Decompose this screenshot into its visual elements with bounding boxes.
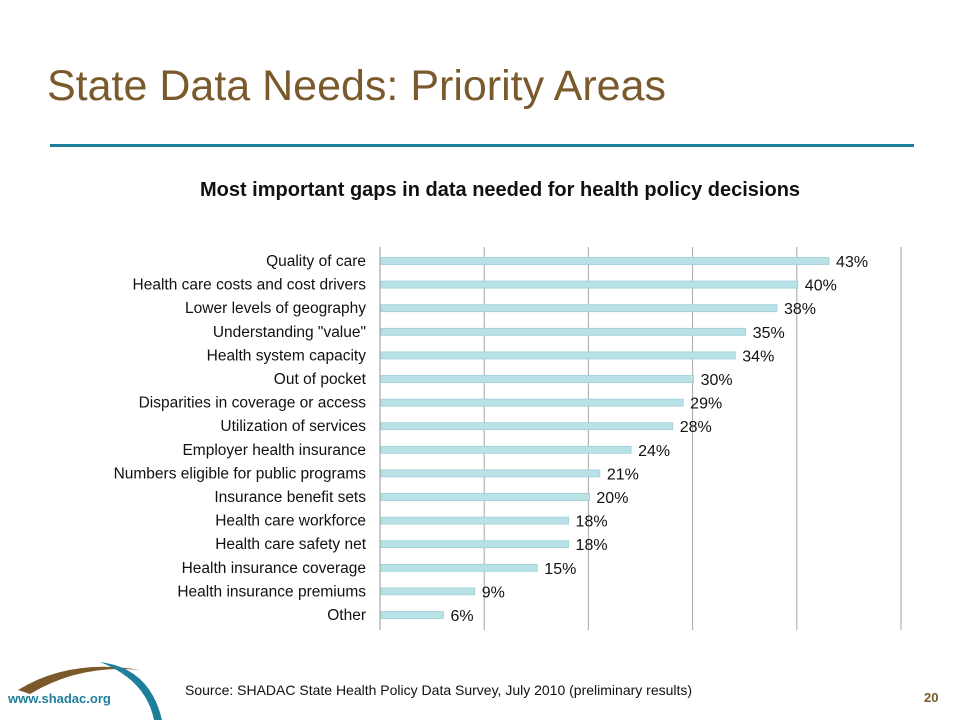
value-label: 18% [576, 537, 608, 554]
chart-title: Most important gaps in data needed for h… [199, 179, 801, 201]
bar [380, 304, 778, 313]
category-label: Health system capacity [207, 347, 367, 364]
category-label: Numbers eligible for public programs [114, 465, 367, 482]
bar [380, 587, 476, 596]
value-label: 21% [607, 466, 639, 483]
bar [380, 611, 444, 619]
chart-category-labels: Quality of care Health care costs and cos… [114, 253, 367, 624]
category-label: Health care workforce [215, 513, 366, 530]
value-label: 29% [690, 396, 722, 413]
bar [380, 445, 632, 454]
value-label: 9% [482, 584, 505, 601]
title-divider [50, 144, 914, 147]
value-label: 40% [805, 278, 837, 295]
value-label: 6% [451, 608, 474, 625]
bar [380, 469, 601, 478]
category-label: Understanding "value" [213, 324, 366, 341]
category-label: Disparities in coverage or access [139, 395, 367, 412]
site-url-link[interactable]: www.shadac.org [8, 691, 111, 706]
value-label: 35% [753, 325, 785, 342]
bar [380, 280, 799, 289]
bar [380, 493, 590, 501]
bar [380, 422, 674, 431]
category-label: Employer health insurance [182, 442, 366, 459]
value-label: 34% [742, 348, 774, 365]
chart-bars [380, 257, 830, 619]
bar [380, 398, 684, 407]
category-label: Out of pocket [274, 371, 367, 388]
value-label: 38% [784, 301, 816, 318]
category-label: Insurance benefit sets [214, 489, 366, 506]
bar [380, 327, 747, 336]
value-label: 15% [544, 561, 576, 578]
value-label: 28% [680, 419, 712, 436]
chart-value-labels: 43%40%38%35%34%30%29%28%24%21%20%18%18%1… [451, 254, 869, 625]
bar [380, 351, 736, 360]
category-label: Health insurance premiums [177, 583, 366, 600]
category-label: Health care costs and cost drivers [133, 277, 367, 294]
value-label: 20% [596, 490, 628, 507]
category-label: Health care safety net [215, 536, 366, 553]
value-label: 24% [638, 443, 670, 460]
category-label: Utilization of services [220, 418, 366, 435]
bar [380, 257, 830, 265]
bar [380, 375, 695, 383]
category-label: Other [327, 607, 366, 624]
category-label: Health insurance coverage [182, 560, 366, 577]
shadac-logo-swoosh-icon [18, 662, 162, 720]
value-label: 30% [701, 372, 733, 389]
page-number: 20 [924, 690, 939, 705]
value-label: 43% [836, 254, 868, 271]
value-label: 18% [576, 514, 608, 531]
slide-title: State Data Needs: Priority Areas [47, 62, 667, 110]
bar [380, 563, 538, 572]
category-label: Quality of care [266, 253, 366, 270]
source-note: Source: SHADAC State Health Policy Data … [185, 682, 693, 698]
bar [380, 540, 569, 549]
bar [380, 516, 569, 525]
category-label: Lower levels of geography [185, 300, 366, 317]
